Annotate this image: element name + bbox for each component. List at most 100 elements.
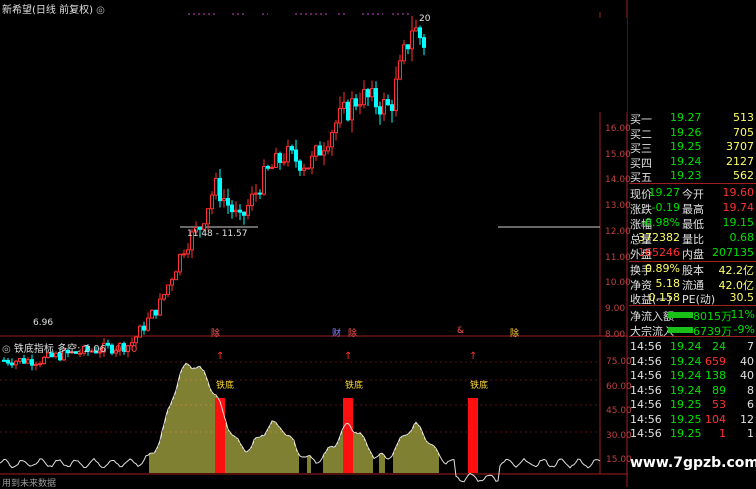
price-tick-label: 8.00 bbox=[605, 329, 626, 340]
candle-body bbox=[50, 352, 54, 358]
candle-body bbox=[98, 351, 102, 354]
flow-row[interactable]: 净流入额 -8015万 -11% bbox=[629, 308, 756, 323]
candle-body bbox=[250, 193, 254, 207]
quote-label: 现价 bbox=[630, 188, 652, 201]
bid-row[interactable]: 买一 19.27 513 bbox=[629, 111, 756, 126]
candle-body bbox=[378, 106, 382, 115]
candle-body bbox=[122, 343, 126, 353]
bid-volume: 705 bbox=[733, 125, 754, 139]
candle-body bbox=[206, 208, 210, 225]
candle-body bbox=[6, 359, 10, 364]
quote-label: 今开 bbox=[682, 188, 704, 201]
tick-row[interactable]: 14:56 19.25 1 1 bbox=[629, 427, 756, 442]
quote-row[interactable]: 涨跌 -0.19 最高 19.74 bbox=[629, 201, 756, 216]
quote-row[interactable]: 涨幅 -0.98% 最低 19.15 bbox=[629, 216, 756, 231]
tick-count: 8 bbox=[747, 383, 754, 397]
circle-icon[interactable]: ◎ bbox=[96, 5, 105, 16]
signal-label: 铁底 bbox=[345, 381, 364, 391]
candle-body bbox=[290, 146, 294, 151]
quote-row[interactable]: 总量 372382 量比 0.68 bbox=[629, 231, 756, 246]
tick-row[interactable]: 14:56 19.24 659 40 bbox=[629, 355, 756, 370]
tick-count: 40 bbox=[740, 354, 754, 368]
candle-body bbox=[266, 165, 270, 169]
bid-row[interactable]: 买四 19.24 2127 bbox=[629, 155, 756, 170]
candle-body bbox=[174, 271, 178, 281]
indicator-tick-label: 15.00 bbox=[606, 455, 632, 465]
candle-body bbox=[110, 344, 114, 354]
indicator-title: ◎ 铁底指标 多空: 2.06 0.00 bbox=[2, 340, 137, 355]
price-tick-label: 16.00 bbox=[605, 124, 631, 134]
bid-row[interactable]: 买三 19.25 3707 bbox=[629, 140, 756, 155]
bid-volume: 2127 bbox=[726, 154, 754, 168]
quote-row[interactable]: 净资 5.18 流通 42.0亿 bbox=[629, 277, 756, 292]
candle-body bbox=[38, 363, 42, 366]
tick-volume: 138 bbox=[705, 369, 726, 382]
candle-body bbox=[354, 98, 358, 107]
tick-count: 1 bbox=[747, 427, 754, 440]
candle-body bbox=[214, 177, 218, 196]
tick-row[interactable]: 14:56 19.25 53 6 bbox=[629, 398, 756, 413]
candle-body bbox=[246, 205, 250, 216]
bid-price: 19.26 bbox=[670, 125, 702, 139]
candle-body bbox=[130, 342, 134, 347]
candle-body bbox=[74, 351, 78, 354]
candle-body bbox=[54, 352, 58, 358]
candle-body bbox=[358, 104, 362, 107]
candle-body bbox=[182, 253, 186, 256]
flow-row[interactable]: 大宗流入 -6739万 -9% bbox=[629, 323, 756, 338]
quote-row[interactable]: 现价 19.27 今开 19.60 bbox=[629, 186, 756, 201]
bid-row[interactable]: 买五 19.23 562 bbox=[629, 169, 756, 184]
candle-body bbox=[422, 37, 426, 48]
quote-row[interactable]: 换手 0.89% 股本 42.2亿 bbox=[629, 262, 756, 277]
quote-row[interactable]: 外盘 165246 内盘 207135 bbox=[629, 246, 756, 261]
tick-row[interactable]: 14:56 19.24 138 40 bbox=[629, 369, 756, 384]
divider bbox=[629, 261, 756, 262]
candle-body bbox=[414, 27, 418, 32]
quote-label: 涨跌 bbox=[630, 203, 652, 216]
tick-row[interactable]: 14:56 19.24 89 8 bbox=[629, 384, 756, 399]
tick-price: 19.24 bbox=[670, 340, 702, 353]
event-marker[interactable]: 除 bbox=[510, 329, 520, 339]
quote-label: 涨幅 bbox=[630, 218, 652, 231]
candle-body bbox=[286, 146, 290, 163]
tick-volume: 53 bbox=[712, 398, 726, 411]
candle-body bbox=[138, 325, 142, 338]
candle-body bbox=[102, 342, 106, 353]
candle-body bbox=[234, 209, 238, 213]
candle-body bbox=[330, 132, 334, 148]
event-marker[interactable]: 除 bbox=[348, 329, 358, 339]
bid-row[interactable]: 买二 19.26 705 bbox=[629, 126, 756, 141]
quote-value: -0.19 bbox=[651, 201, 680, 214]
candle-body bbox=[366, 89, 370, 98]
candle-body bbox=[78, 352, 82, 355]
indicator-line bbox=[0, 362, 601, 483]
quote-label: 最低 bbox=[682, 218, 704, 231]
tick-row[interactable]: 14:56 19.25 104 12 bbox=[629, 413, 756, 428]
low-price-label: 6.96 bbox=[33, 318, 54, 328]
event-marker[interactable]: 除 bbox=[211, 329, 221, 339]
quote-label: PE(动) bbox=[682, 293, 716, 306]
quote-label: 换手 bbox=[630, 264, 652, 277]
candle-body bbox=[302, 167, 306, 171]
candle-body bbox=[26, 359, 30, 364]
tick-row[interactable]: 14:56 19.24 24 7 bbox=[629, 340, 756, 355]
candle-body bbox=[150, 309, 154, 319]
quote-label: 最高 bbox=[682, 203, 704, 216]
up-arrow-icon: ↑ bbox=[216, 351, 224, 362]
quote-row[interactable]: 收益(一) 0.158 PE(动) 30.5 bbox=[629, 291, 756, 306]
candle-body bbox=[10, 362, 14, 366]
event-marker[interactable]: 财 bbox=[332, 329, 342, 339]
price-tick-label: 9.00 bbox=[605, 303, 626, 314]
bid-price: 19.27 bbox=[670, 111, 702, 124]
tick-count: 6 bbox=[747, 398, 754, 411]
quote-value: 19.27 bbox=[648, 186, 681, 199]
bid-volume: 513 bbox=[733, 111, 754, 124]
event-marker[interactable]: & bbox=[457, 326, 465, 336]
candle-body bbox=[258, 192, 262, 195]
price-tick-label: 13.00 bbox=[605, 201, 631, 212]
candle-body bbox=[282, 161, 286, 164]
candle-body bbox=[342, 101, 346, 109]
circle-icon[interactable]: ◎ bbox=[2, 344, 11, 355]
candle-body bbox=[254, 192, 258, 195]
